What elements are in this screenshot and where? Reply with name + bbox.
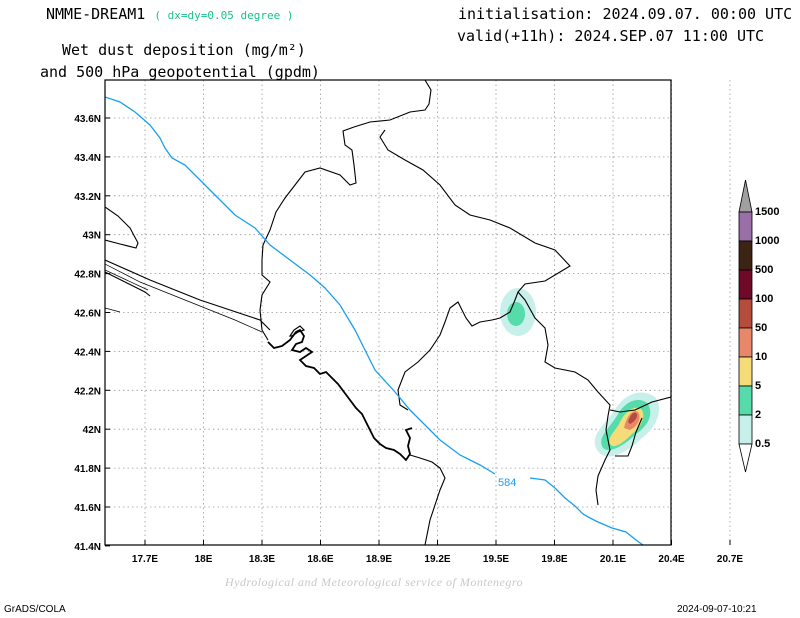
legend-swatch-bottom-arrow xyxy=(738,443,753,473)
lat-tick-label: 41.6N xyxy=(74,503,101,514)
software-label: GrADS/COLA xyxy=(4,604,66,615)
model-name: NMME-DREAM1 ( dx=dy=0.05 degree ) xyxy=(46,7,293,22)
title-line-2: and 500 hPa geopotential (gpdm) xyxy=(40,63,320,81)
lat-tick-label: 41.8N xyxy=(74,464,101,475)
legend-label: 10 xyxy=(755,351,767,363)
legend-label: 0.5 xyxy=(755,438,770,450)
lat-tick-label: 42.6N xyxy=(74,309,101,320)
legend-swatch xyxy=(738,298,753,329)
color-legend: 1500 1000 500 100 50 10 5 2 0.5 xyxy=(738,179,779,473)
montenegro-coastline xyxy=(267,328,413,462)
lon-tick-label: 19.5E xyxy=(483,554,509,565)
legend-label: 5 xyxy=(755,380,761,392)
coast-thin xyxy=(105,263,263,333)
montenegro-coast-detail xyxy=(288,325,306,337)
resolution-note: ( dx=dy=0.05 degree ) xyxy=(154,9,294,22)
dust-deposition-area-north xyxy=(500,288,536,336)
lat-tick-label: 42.2N xyxy=(74,386,101,397)
legend-swatch xyxy=(738,211,753,242)
legend-label: 50 xyxy=(755,322,767,334)
render-timestamp: 2024-09-07-10:21 xyxy=(677,604,757,615)
legend-swatch xyxy=(738,356,753,387)
legend-label: 500 xyxy=(755,264,773,276)
longitude-tick-labels: 17.7E 18E 18.3E 18.6E 18.9E 19.2E 19.5E 19.8E 20… xyxy=(132,540,743,565)
legend-swatch xyxy=(738,240,753,271)
coast-croatia-2 xyxy=(105,271,151,297)
lat-tick-label: 42N xyxy=(83,425,101,436)
lon-tick-label: 19.8E xyxy=(541,554,567,565)
border-bih-mne xyxy=(259,80,432,341)
initialisation-time: initialisation: 2024.09.07. 00:00 UTC xyxy=(458,5,793,23)
geopotential-contour-584 xyxy=(105,96,644,545)
border-albania-kosovo xyxy=(517,291,611,506)
lon-tick-label: 18E xyxy=(195,554,213,565)
coast-albania xyxy=(409,454,446,545)
lat-tick-label: 42.8N xyxy=(74,270,101,281)
lat-tick-label: 43.2N xyxy=(74,192,101,203)
legend-swatch xyxy=(738,414,753,445)
lon-tick-label: 19.2E xyxy=(424,554,450,565)
lon-tick-label: 18.9E xyxy=(366,554,392,565)
lon-tick-label: 20.4E xyxy=(658,554,684,565)
legend-swatch xyxy=(738,385,753,416)
lat-tick-label: 43.6N xyxy=(74,114,101,125)
legend-swatch xyxy=(738,269,753,300)
legend-swatch-top-arrow xyxy=(738,179,753,213)
lon-tick-label: 18.3E xyxy=(249,554,275,565)
legend-label: 2 xyxy=(755,409,761,421)
gridlines xyxy=(105,80,731,545)
lat-tick-label: 42.4N xyxy=(74,347,101,358)
border-east-2 xyxy=(615,417,643,457)
coast-italy xyxy=(105,307,121,313)
border-mne-albania xyxy=(397,301,493,411)
lon-tick-label: 20.7E xyxy=(717,554,743,565)
title-line-1: Wet dust deposition (mg/m²) xyxy=(62,41,306,59)
lon-tick-label: 20.1E xyxy=(600,554,626,565)
legend-label: 1000 xyxy=(755,235,779,247)
lon-tick-label: 17.7E xyxy=(132,554,158,565)
lat-tick-label: 41.4N xyxy=(74,542,101,553)
dust-deposition-area-east xyxy=(594,392,660,457)
lon-tick-label: 18.6E xyxy=(307,554,333,565)
country-borders xyxy=(105,80,671,545)
border-bih-north xyxy=(105,206,139,249)
lat-tick-label: 43.4N xyxy=(74,153,101,164)
legend-swatch xyxy=(738,327,753,358)
credit-text: Hydrological and Meteorological service … xyxy=(225,575,524,589)
valid-time: valid(+11h): 2024.SEP.07 11:00 UTC xyxy=(457,27,765,45)
border-mne-serbia xyxy=(379,129,571,321)
legend-label: 1500 xyxy=(755,206,779,218)
coast-croatia-1 xyxy=(105,259,271,331)
lat-tick-label: 43N xyxy=(83,231,101,242)
latitude-tick-labels: 43.6N 43.4N 43.2N 43N 42.8N 42.6N 42.4N 42.2N 42… xyxy=(74,114,110,553)
model-name-text: NMME-DREAM1 xyxy=(46,5,146,23)
contour-label-584: 584 xyxy=(498,477,516,489)
legend-label: 100 xyxy=(755,293,773,305)
border-east xyxy=(609,396,671,413)
